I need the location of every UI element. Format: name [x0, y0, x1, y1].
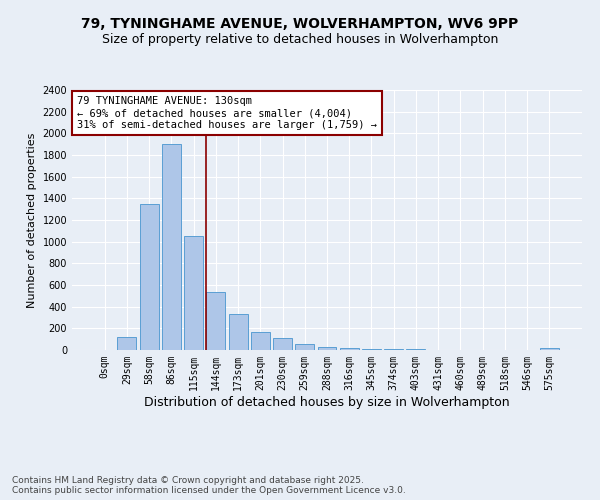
Bar	[273, 338, 292, 350]
Bar	[295, 344, 314, 350]
Bar	[317, 347, 337, 350]
Bar	[118, 337, 136, 350]
Text: 79, TYNINGHAME AVENUE, WOLVERHAMPTON, WV6 9PP: 79, TYNINGHAME AVENUE, WOLVERHAMPTON, WV…	[82, 18, 518, 32]
Y-axis label: Number of detached properties: Number of detached properties	[27, 132, 37, 308]
Bar	[206, 292, 225, 350]
Bar	[251, 332, 270, 350]
Bar	[540, 348, 559, 350]
Bar	[140, 204, 158, 350]
Text: Size of property relative to detached houses in Wolverhampton: Size of property relative to detached ho…	[102, 32, 498, 46]
Text: Contains HM Land Registry data © Crown copyright and database right 2025.: Contains HM Land Registry data © Crown c…	[12, 476, 364, 485]
Bar	[362, 348, 381, 350]
Text: Contains public sector information licensed under the Open Government Licence v3: Contains public sector information licen…	[12, 486, 406, 495]
Bar	[162, 144, 181, 350]
Text: 79 TYNINGHAME AVENUE: 130sqm
← 69% of detached houses are smaller (4,004)
31% of: 79 TYNINGHAME AVENUE: 130sqm ← 69% of de…	[77, 96, 377, 130]
X-axis label: Distribution of detached houses by size in Wolverhampton: Distribution of detached houses by size …	[144, 396, 510, 408]
Bar	[184, 236, 203, 350]
Bar	[229, 314, 248, 350]
Bar	[340, 348, 359, 350]
Bar	[384, 349, 403, 350]
